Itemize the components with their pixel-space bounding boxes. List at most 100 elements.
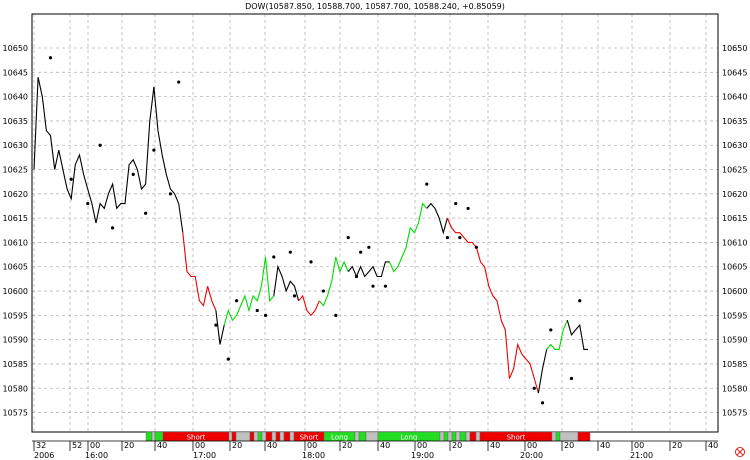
y-tick-label-right: 10635 <box>722 117 747 126</box>
x-date-label: 21:00 <box>630 451 653 460</box>
series-segment <box>446 217 539 394</box>
signal-dot <box>458 235 462 240</box>
signal-dot <box>144 211 148 215</box>
x-tick-label: 40 <box>157 441 167 450</box>
signal-band-segment <box>145 431 153 442</box>
signal-dot <box>454 201 458 206</box>
signal-band: Short Short Long Long Short <box>145 431 591 442</box>
close-circle-icon[interactable] <box>735 447 745 457</box>
y-axis-right: 10575 10580 10585 10590 10595 10600 10605 10610… <box>722 44 747 418</box>
signal-dot <box>110 226 115 230</box>
x-tick-label: 40 <box>490 441 500 450</box>
signal-band-segment <box>465 431 471 442</box>
signal-band-segment <box>365 431 379 442</box>
signal-band-segment <box>279 431 285 442</box>
series-segment <box>546 319 568 350</box>
signal-band-segment <box>235 431 251 442</box>
signal-dots <box>48 56 582 405</box>
signal-dot <box>255 308 259 313</box>
signal-band-segment <box>459 431 467 442</box>
signal-dot <box>152 148 156 152</box>
series-segment <box>566 320 588 350</box>
y-tick-label-right: 10625 <box>722 166 747 175</box>
series-segment <box>537 349 548 394</box>
signal-dot <box>359 250 363 254</box>
series-segment <box>426 202 448 235</box>
y-tick-label-left: 10645 <box>3 68 28 77</box>
y-tick-label-left: 10600 <box>3 287 28 296</box>
series-segment <box>298 294 320 317</box>
signal-band-segment <box>451 431 457 442</box>
x-tick-label: 20 <box>564 441 574 450</box>
y-tick-label-left: 10615 <box>3 214 28 223</box>
y-tick-label-right: 10590 <box>722 336 747 345</box>
y-tick-label-left: 10610 <box>3 238 28 247</box>
signal-band-segment <box>354 431 360 442</box>
x-date-label: 19:00 <box>411 451 434 460</box>
signal-band-segment <box>358 431 367 442</box>
signal-dot <box>292 294 297 298</box>
y-tick-label-right: 10595 <box>722 311 747 320</box>
x-date-label: 2006 <box>34 451 54 460</box>
signal-dot <box>288 250 292 254</box>
signal-band-label: Long <box>401 434 418 442</box>
signal-dot <box>354 274 359 279</box>
x-tick-label: 00 <box>417 441 427 450</box>
signal-band-segment <box>559 431 579 442</box>
signal-band-segment <box>231 431 237 442</box>
signal-dot <box>346 235 350 240</box>
signal-band-segment <box>577 431 591 442</box>
signal-band-segment <box>271 431 277 442</box>
x-tick-label: 40 <box>267 441 277 450</box>
y-tick-label-right: 10615 <box>722 214 747 223</box>
y-tick-label-left: 10590 <box>3 336 28 345</box>
signal-dot <box>214 323 218 327</box>
signal-band-segment <box>455 431 461 442</box>
signal-band-segment <box>261 431 267 442</box>
signal-dot <box>234 299 239 303</box>
signal-dot <box>48 56 53 60</box>
signal-band-segment <box>253 431 259 442</box>
signal-dot <box>69 177 73 181</box>
x-tick-label: 20 <box>342 441 352 450</box>
signal-dot <box>334 313 338 317</box>
signal-band-segment <box>275 431 281 442</box>
signal-dot <box>168 192 173 196</box>
x-tick-label: 52 <box>72 441 82 450</box>
signal-dot <box>321 289 326 293</box>
series-segment <box>33 77 184 233</box>
x-tick-label: 00 <box>527 441 537 450</box>
y-tick-label-left: 10580 <box>3 384 28 393</box>
y-tick-label-right: 10610 <box>722 238 747 247</box>
y-tick-label-left: 10635 <box>3 117 28 126</box>
y-tick-label-right: 10575 <box>722 409 747 418</box>
y-tick-label-right: 10620 <box>722 190 747 199</box>
signal-dot <box>177 80 181 84</box>
signal-dot <box>309 260 313 264</box>
y-tick-label-right: 10645 <box>722 68 747 77</box>
signal-band-segment <box>439 431 445 442</box>
signal-band-label: Short <box>187 434 206 442</box>
signal-band-segment <box>228 431 233 442</box>
signal-dot <box>466 206 470 211</box>
x-axis: 32 52 00 20 40 00 20 40 00 20 40 00 20 40 00 20 40 00 20 40… <box>32 440 718 460</box>
x-date-label: 20:00 <box>520 451 543 460</box>
x-tick-label: 40 <box>380 441 390 450</box>
y-tick-label-right: 10640 <box>722 93 747 102</box>
chart-title: DOW(10587.850, 10588.700, 10587.700, 105… <box>245 2 505 11</box>
signal-band-segment <box>551 431 557 442</box>
x-tick-label: 00 <box>195 441 205 450</box>
y-tick-label-left: 10640 <box>3 93 28 102</box>
signal-dot <box>86 201 90 206</box>
x-tick-label: 32 <box>36 441 46 450</box>
series-segment <box>223 256 275 326</box>
signal-dot <box>98 143 102 147</box>
signal-band-segment <box>151 431 156 442</box>
signal-dot <box>445 235 450 240</box>
signal-dot <box>131 172 135 176</box>
signal-dot <box>226 357 230 361</box>
signal-band-segment <box>469 431 477 442</box>
signal-band-segment <box>249 431 255 442</box>
y-tick-label-right: 10605 <box>722 263 747 272</box>
